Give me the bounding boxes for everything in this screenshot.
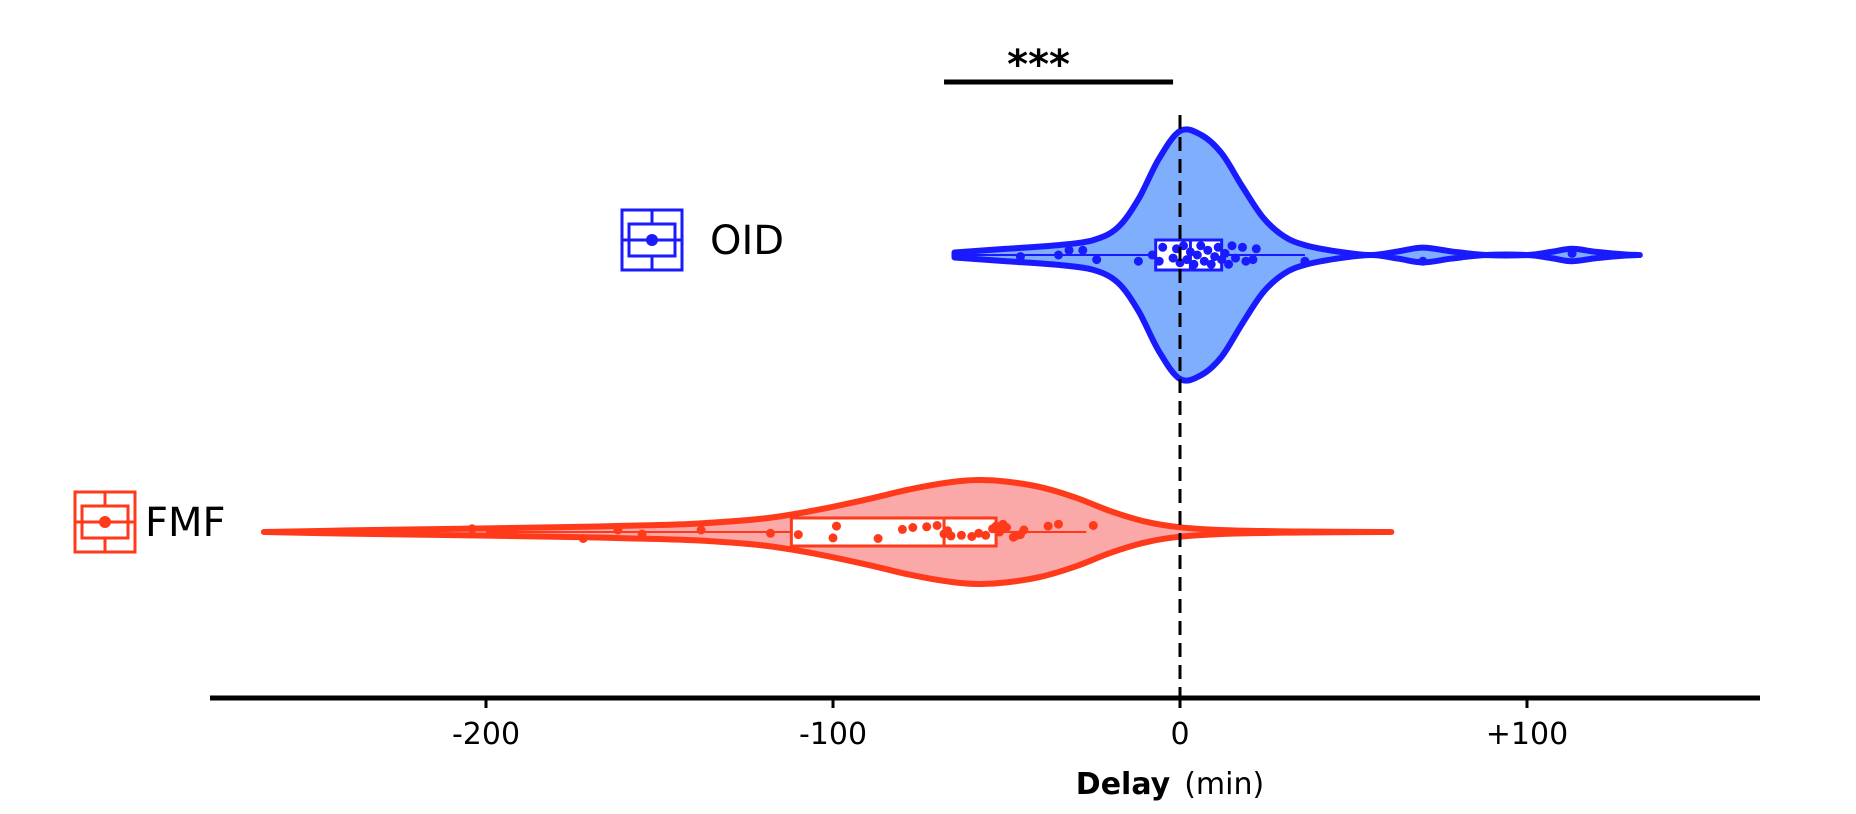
x-tick-label: +100 — [1486, 717, 1568, 752]
data-point-fmf — [897, 524, 907, 534]
legend-label-fmf: FMF — [145, 500, 226, 546]
data-point-oid — [1154, 256, 1164, 266]
data-point-oid — [1064, 245, 1074, 255]
data-point-fmf — [995, 527, 1005, 537]
data-point-fmf — [1019, 525, 1029, 535]
data-point-fmf — [793, 530, 803, 540]
data-point-fmf — [922, 522, 932, 532]
data-point-fmf — [908, 523, 918, 532]
data-point-oid — [1224, 259, 1234, 269]
data-point-oid — [1054, 250, 1063, 260]
data-point-oid — [1185, 247, 1195, 257]
data-point-fmf — [637, 529, 647, 539]
data-point-oid — [1182, 255, 1192, 265]
data-point-oid — [1210, 252, 1220, 262]
data-point-oid — [1203, 245, 1213, 255]
data-point-fmf — [1054, 519, 1063, 529]
data-point-fmf — [967, 532, 977, 541]
data-point-fmf — [509, 526, 519, 536]
x-axis-ticks: -200 -100 0 +100 — [452, 698, 1568, 752]
data-point-oid — [1092, 255, 1102, 265]
data-point-fmf — [467, 524, 477, 534]
data-point-fmf — [1043, 521, 1053, 531]
x-axis-label: Delay (min) — [1076, 767, 1264, 802]
significance-label: *** — [1007, 42, 1070, 88]
data-point-fmf — [946, 531, 956, 541]
data-point-oid — [1158, 242, 1168, 252]
data-point-fmf — [696, 525, 706, 535]
x-tick-label: 0 — [1170, 717, 1189, 752]
data-point-oid — [1196, 241, 1206, 251]
series-oid — [951, 126, 1643, 384]
x-axis-label-text: Delay — [1076, 767, 1171, 802]
data-point-fmf — [981, 530, 991, 540]
data-point-oid — [1078, 245, 1088, 255]
data-point-fmf — [766, 528, 775, 538]
data-point-fmf — [1002, 523, 1011, 532]
data-point-fmf — [832, 521, 841, 531]
data-point-oid — [1192, 250, 1202, 260]
data-point-fmf — [578, 534, 588, 543]
data-point-oid — [1147, 250, 1157, 260]
legend: OID FMF — [73, 208, 784, 554]
data-point-oid — [1133, 256, 1143, 266]
data-point-oid — [1248, 255, 1258, 265]
data-point-oid — [1213, 242, 1223, 252]
data-point-fmf — [828, 533, 838, 543]
data-point-oid — [1418, 256, 1428, 266]
data-point-oid — [1251, 244, 1261, 254]
data-point-oid — [1300, 256, 1310, 266]
data-point-oid — [1238, 242, 1247, 252]
data-point-oid — [1241, 256, 1251, 266]
data-point-fmf — [873, 534, 883, 543]
data-point-oid — [1220, 248, 1230, 258]
data-point-fmf — [974, 528, 984, 538]
series-fmf — [260, 476, 1395, 588]
violin-layer — [260, 126, 1643, 588]
data-point-oid — [1567, 248, 1577, 258]
data-point-oid — [1227, 241, 1237, 251]
data-point-oid — [1231, 253, 1240, 263]
legend-label-oid: OID — [710, 218, 784, 264]
boxplot-legend-icon — [73, 490, 137, 554]
data-point-oid — [1189, 259, 1199, 269]
data-point-fmf — [1088, 521, 1098, 530]
data-point-oid — [1168, 253, 1178, 263]
x-tick-label: -100 — [799, 717, 867, 752]
x-axis-label-unit: (min) — [1184, 767, 1264, 802]
data-point-fmf — [932, 521, 942, 530]
x-tick-label: -200 — [452, 717, 520, 752]
data-point-oid — [1175, 258, 1185, 268]
boxplot-legend-icon — [620, 208, 684, 272]
data-point-fmf — [956, 530, 966, 540]
data-point-oid — [1206, 259, 1216, 269]
data-point-oid — [1199, 256, 1209, 266]
data-point-oid — [1015, 252, 1025, 262]
iqr-box-fmf — [789, 516, 998, 548]
data-point-fmf — [613, 525, 623, 535]
